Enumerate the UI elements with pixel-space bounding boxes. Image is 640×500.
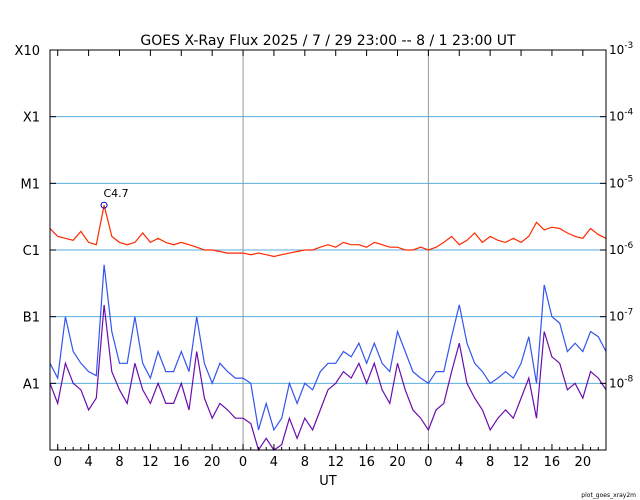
- x-tick-label: 16: [173, 455, 190, 470]
- x-tick-label: 20: [204, 455, 221, 470]
- y-right-tick-label: 10-4: [609, 108, 634, 124]
- x-tick-label: 20: [575, 455, 592, 470]
- y-right-tick-label: 10-6: [609, 241, 634, 257]
- x-tick-label: 0: [54, 455, 62, 470]
- x-axis-label: UT: [319, 474, 337, 489]
- y-right-tick-label: 10-8: [609, 374, 634, 390]
- x-tick-label: 12: [327, 455, 344, 470]
- chart-title: GOES X-Ray Flux 2025 / 7 / 29 23:00 -- 8…: [140, 33, 516, 49]
- x-tick-label: 8: [115, 455, 123, 470]
- y-right-tick-label: 10-7: [609, 308, 633, 324]
- y-right-tick-label: 10-5: [609, 174, 633, 190]
- x-tick-label: 4: [455, 455, 463, 470]
- x-tick-label: 8: [486, 455, 494, 470]
- x-tick-label: 20: [389, 455, 406, 470]
- series-line: [49, 205, 607, 258]
- x-tick-label: 16: [544, 455, 561, 470]
- y-left-tick-label: M1: [21, 177, 41, 192]
- x-tick-label: 4: [270, 455, 278, 470]
- x-tick-label: 4: [84, 455, 92, 470]
- y-left-tick-label: A1: [23, 377, 40, 392]
- plot-credit: plot_goes_xray2m: [581, 492, 636, 499]
- y-left-tick-label: X1: [23, 111, 40, 126]
- flare-marker: [100, 201, 108, 209]
- y-left-tick-label: B1: [23, 311, 40, 326]
- x-tick-label: 12: [142, 455, 159, 470]
- flare-label: C4.7: [103, 187, 128, 200]
- x-tick-label: 8: [301, 455, 309, 470]
- y-left-tick-label: C1: [23, 244, 40, 259]
- y-right-tick-label: 10-3: [609, 41, 633, 57]
- series-line: [49, 304, 607, 452]
- y-left-tick-label: X10: [15, 44, 40, 59]
- series-line: [49, 264, 607, 432]
- x-tick-label: 0: [424, 455, 432, 470]
- x-tick-label: 16: [358, 455, 375, 470]
- x-tick-label: 12: [513, 455, 530, 470]
- x-tick-label: 0: [239, 455, 247, 470]
